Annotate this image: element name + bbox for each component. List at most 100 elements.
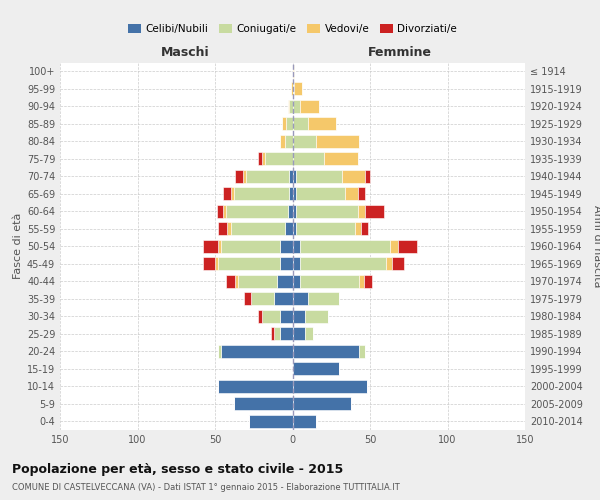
Bar — [398, 240, 416, 253]
Bar — [293, 64, 294, 78]
Bar — [392, 257, 404, 270]
Bar — [280, 327, 293, 340]
Bar — [223, 187, 230, 200]
Bar — [390, 240, 398, 253]
Bar — [233, 397, 293, 410]
Bar — [296, 204, 358, 218]
Bar — [293, 187, 296, 200]
Bar — [293, 344, 359, 358]
Bar — [358, 187, 365, 200]
Bar — [300, 100, 319, 113]
Bar — [345, 187, 358, 200]
Bar — [300, 274, 359, 288]
Bar — [288, 100, 289, 113]
Bar — [316, 134, 359, 148]
Bar — [293, 170, 296, 183]
Bar — [300, 240, 390, 253]
Legend: Celibi/Nubili, Coniugati/e, Vedovi/e, Divorziati/e: Celibi/Nubili, Coniugati/e, Vedovi/e, Di… — [124, 20, 461, 38]
Bar — [218, 344, 221, 358]
Text: Femmine: Femmine — [367, 46, 431, 59]
Bar — [293, 134, 316, 148]
Bar — [227, 222, 230, 235]
Bar — [218, 380, 293, 393]
Bar — [359, 274, 364, 288]
Bar — [285, 222, 293, 235]
Bar — [221, 240, 280, 253]
Bar — [293, 362, 339, 376]
Bar — [277, 274, 293, 288]
Bar — [288, 204, 293, 218]
Bar — [235, 274, 238, 288]
Bar — [259, 152, 262, 166]
Bar — [289, 100, 293, 113]
Bar — [308, 117, 336, 130]
Bar — [365, 204, 384, 218]
Y-axis label: Anni di nascita: Anni di nascita — [592, 205, 600, 288]
Bar — [358, 204, 365, 218]
Bar — [289, 187, 293, 200]
Bar — [246, 170, 289, 183]
Bar — [323, 152, 358, 166]
Bar — [218, 257, 280, 270]
Bar — [280, 240, 293, 253]
Bar — [293, 222, 296, 235]
Text: Maschi: Maschi — [161, 46, 210, 59]
Bar — [293, 274, 300, 288]
Bar — [355, 222, 361, 235]
Bar — [296, 222, 355, 235]
Bar — [365, 170, 370, 183]
Bar — [293, 414, 316, 428]
Bar — [265, 152, 293, 166]
Bar — [285, 134, 293, 148]
Bar — [286, 117, 293, 130]
Bar — [289, 170, 293, 183]
Bar — [238, 274, 277, 288]
Bar — [364, 274, 371, 288]
Bar — [280, 257, 293, 270]
Bar — [235, 170, 243, 183]
Bar — [233, 187, 289, 200]
Bar — [291, 82, 293, 96]
Bar — [262, 152, 265, 166]
Bar — [293, 117, 308, 130]
Bar — [359, 344, 365, 358]
Bar — [293, 380, 367, 393]
Bar — [218, 222, 227, 235]
Bar — [293, 152, 323, 166]
Bar — [305, 327, 313, 340]
Bar — [308, 292, 339, 306]
Bar — [281, 117, 286, 130]
Text: COMUNE DI CASTELVECCANA (VA) - Dati ISTAT 1° gennaio 2015 - Elaborazione TUTTITA: COMUNE DI CASTELVECCANA (VA) - Dati ISTA… — [12, 484, 400, 492]
Bar — [296, 170, 342, 183]
Bar — [293, 257, 300, 270]
Bar — [244, 292, 251, 306]
Bar — [217, 204, 223, 218]
Bar — [300, 257, 386, 270]
Bar — [361, 222, 368, 235]
Bar — [262, 310, 280, 323]
Bar — [293, 204, 296, 218]
Bar — [296, 187, 345, 200]
Bar — [342, 170, 365, 183]
Bar — [293, 292, 308, 306]
Bar — [218, 240, 221, 253]
Bar — [293, 100, 300, 113]
Bar — [386, 257, 392, 270]
Bar — [293, 82, 294, 96]
Bar — [274, 327, 280, 340]
Bar — [280, 310, 293, 323]
Bar — [243, 170, 246, 183]
Bar — [203, 240, 218, 253]
Bar — [203, 257, 215, 270]
Bar — [294, 82, 302, 96]
Bar — [293, 397, 352, 410]
Bar — [271, 327, 274, 340]
Bar — [293, 240, 300, 253]
Bar — [293, 327, 305, 340]
Bar — [226, 274, 235, 288]
Text: Popolazione per età, sesso e stato civile - 2015: Popolazione per età, sesso e stato civil… — [12, 462, 343, 475]
Bar — [221, 344, 293, 358]
Bar — [223, 204, 226, 218]
Bar — [215, 257, 218, 270]
Bar — [226, 204, 288, 218]
